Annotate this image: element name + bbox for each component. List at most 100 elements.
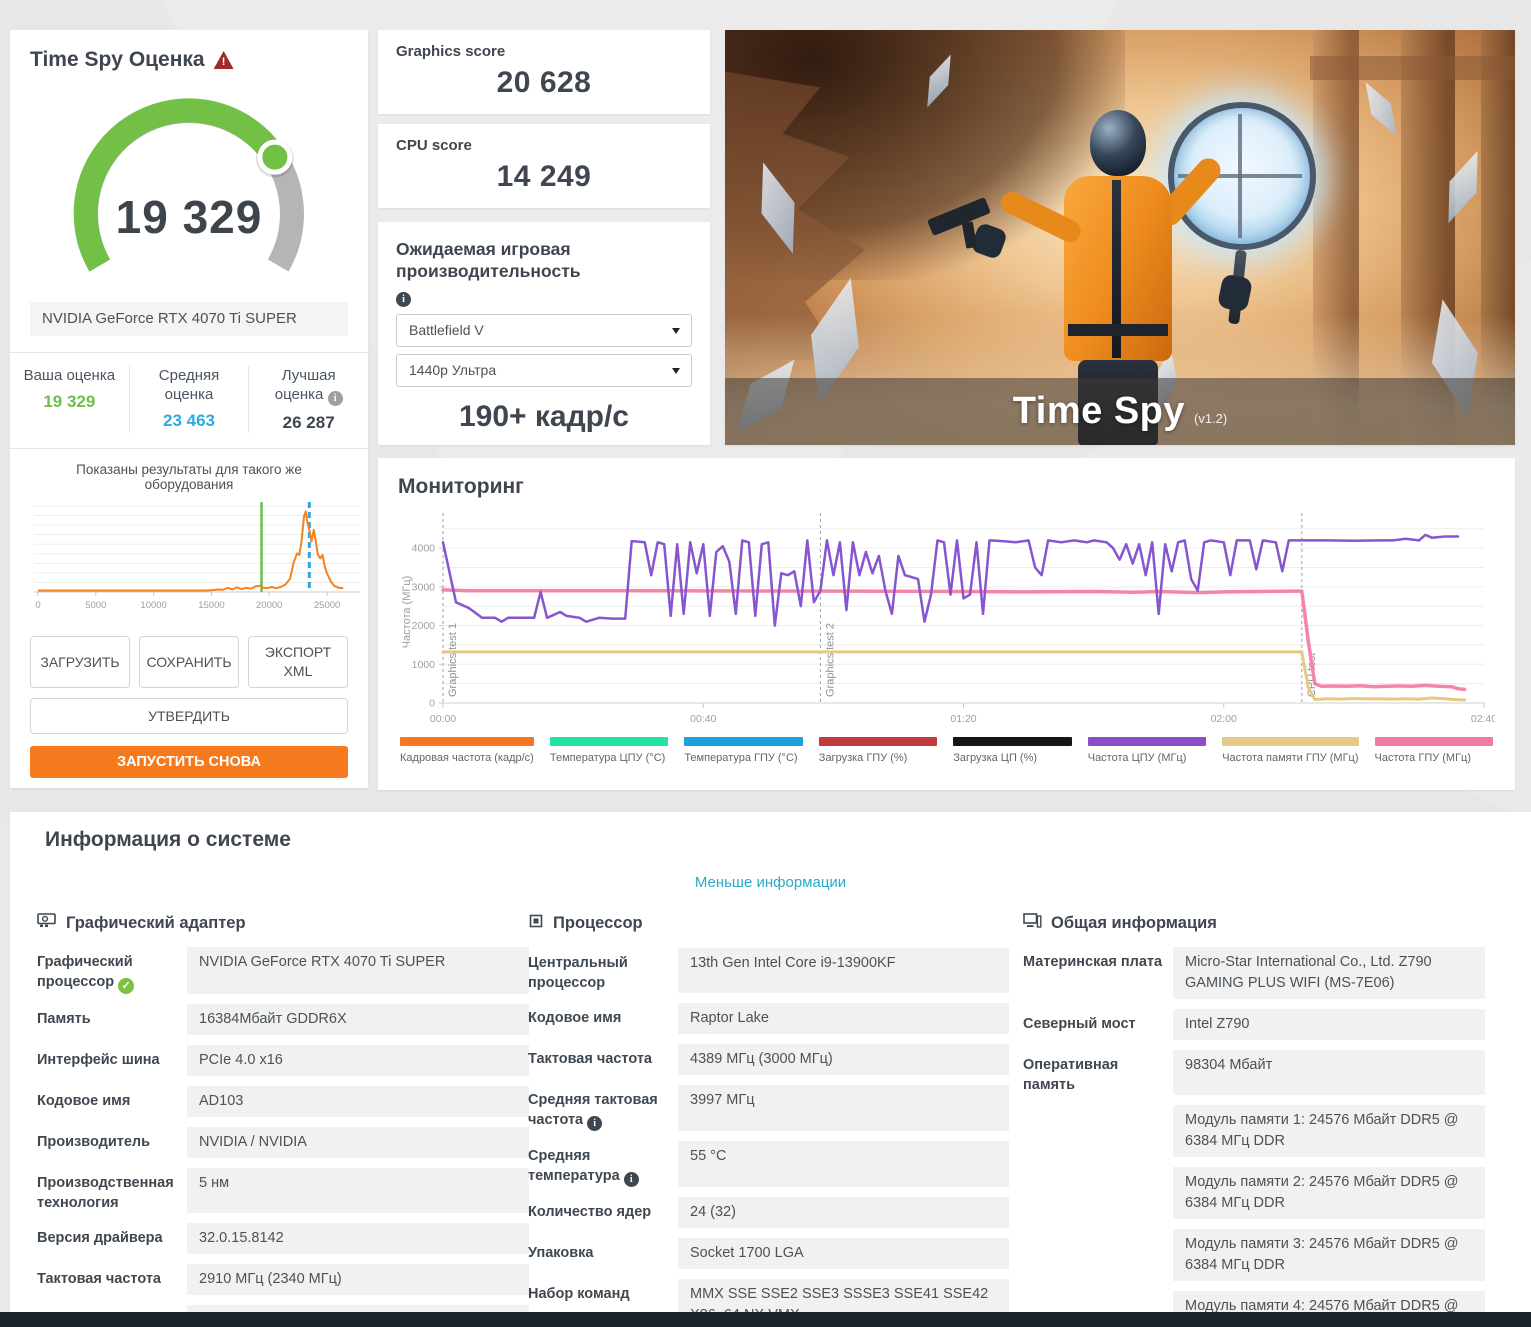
- stat-value: 26 287: [282, 413, 335, 432]
- legend-item[interactable]: Частота ГПУ (МГц): [1374, 737, 1493, 764]
- graphics-score-value: 20 628: [496, 66, 592, 99]
- svg-text:00:40: 00:40: [690, 713, 716, 725]
- sys-section-header: Общая информация: [1023, 913, 1485, 933]
- expected-performance-card: Ожидаемая игровая производительность i B…: [378, 222, 710, 445]
- confirm-button[interactable]: УТВЕРДИТЬ: [30, 698, 348, 734]
- table-row: Количество ядер 24 (32): [528, 1197, 1009, 1228]
- sys-row-value: 16384Мбайт GDDR6X: [187, 1004, 529, 1035]
- legend-item[interactable]: Температура ЦПУ (°C): [549, 737, 669, 764]
- sys-row-label: Оперативная память: [1023, 1057, 1119, 1093]
- load-button[interactable]: ЗАГРУЗИТЬ: [30, 636, 130, 688]
- sys-row-label: Средняя тактовая частота i: [528, 1092, 658, 1131]
- warning-icon[interactable]: !: [213, 51, 234, 69]
- cpu-score-label: CPU score: [396, 137, 472, 154]
- character-strap: [1112, 180, 1121, 358]
- table-row: Средняя тактовая частота i 3997 МГц: [528, 1085, 1009, 1131]
- sys-row-label: Количество ядер: [528, 1204, 652, 1220]
- score-gauge-arc: [73, 98, 304, 272]
- svg-text:20000: 20000: [256, 600, 282, 611]
- stat-label: Ваша оценка: [23, 367, 116, 384]
- sys-row-label: [1023, 1167, 1173, 1219]
- legend-item[interactable]: Частота ЦПУ (МГц): [1087, 737, 1207, 764]
- legend-item[interactable]: Кадровая частота (кадр/с): [400, 737, 534, 764]
- character-glove: [1216, 273, 1254, 313]
- cpu-score-card: CPU score 14 249: [378, 124, 710, 208]
- gpu-icon: [37, 913, 57, 933]
- sys-row-value: NVIDIA / NVIDIA: [187, 1127, 529, 1158]
- cpu-icon: [528, 913, 544, 934]
- run-again-button[interactable]: ЗАПУСТИТЬ СНОВА: [30, 746, 348, 778]
- game-select-value: Battlefield V: [409, 322, 484, 338]
- sys-row-label: Материнская плата: [1023, 954, 1163, 970]
- info-icon[interactable]: i: [587, 1116, 603, 1131]
- table-row: Тактовая частота 4389 МГц (3000 МГц): [528, 1044, 1009, 1075]
- table-row: Память 16384Мбайт GDDR6X: [37, 1004, 529, 1035]
- table-row: Производственная технология 5 нм: [37, 1168, 529, 1213]
- stat-item: Лучшая оценка i 26 287: [248, 366, 368, 433]
- legend-item[interactable]: Загрузка ГПУ (%): [818, 737, 938, 764]
- legend-label: Частота ГПУ (МГц): [1374, 752, 1472, 764]
- graphics-score-card: Graphics score 20 628: [378, 30, 710, 114]
- svg-text:25000: 25000: [314, 600, 340, 611]
- svg-text:Graphics test 2: Graphics test 2: [824, 623, 836, 697]
- svg-text:00:00: 00:00: [430, 713, 456, 725]
- sys-section-title: Общая информация: [1051, 913, 1217, 932]
- sys-row-label: Тактовая частота: [37, 1271, 161, 1287]
- stat-value: 19 329: [43, 392, 96, 411]
- table-row: Тактовая частота 2910 МГц (2340 МГц): [37, 1264, 529, 1295]
- svg-text:3000: 3000: [412, 581, 436, 593]
- legend-label: Температура ЦПУ (°C): [549, 752, 666, 764]
- sys-row-label: Центральный процессор: [528, 955, 628, 991]
- score-stats: Ваша оценка 19 329 Средняя оценка 23 463 Луч…: [10, 352, 368, 449]
- sys-row-label: Средняя температура i: [528, 1141, 678, 1187]
- table-row: Средняя температура i 55 °C: [528, 1141, 1009, 1187]
- monitoring-panel: Мониторинг 0 1000 2000 3000 4000 00:00 00:40 01…: [378, 458, 1515, 790]
- expected-performance-info: i: [396, 287, 692, 307]
- preset-select-value: 1440p Ультра: [409, 362, 497, 378]
- sys-row-value: 2910 МГц (2340 МГц): [187, 1264, 529, 1295]
- legend-label: Температура ГПУ (°C): [684, 752, 798, 764]
- legend-swatch: [684, 737, 803, 746]
- table-row: Материнская плата Micro-Star Internationa…: [1023, 947, 1485, 999]
- save-button[interactable]: СОХРАНИТЬ: [139, 636, 239, 688]
- svg-text:15000: 15000: [198, 600, 224, 611]
- sys-row-value: Модуль памяти 2: 24576 Мбайт DDR5 @ 6384…: [1173, 1167, 1485, 1219]
- less-info-link[interactable]: Меньше информации: [694, 874, 847, 891]
- character-belt: [1068, 324, 1168, 336]
- sys-row-value: 32.0.15.8142: [187, 1223, 529, 1254]
- export-xml-button[interactable]: ЭКСПОРТ XML: [248, 636, 348, 688]
- hero-title-band: Time Spy (v1.2): [725, 378, 1515, 445]
- sys-row-label: Упаковка: [528, 1245, 594, 1261]
- svg-text:0: 0: [429, 698, 435, 710]
- sys-row-value: AD103: [187, 1086, 529, 1117]
- cpu-score-value: 14 249: [496, 160, 592, 193]
- sys-row-value: 13th Gen Intel Core i9-13900KF: [678, 948, 1009, 993]
- legend-item[interactable]: Температура ГПУ (°C): [684, 737, 803, 764]
- score-panel-title: Time Spy Оценка !: [30, 48, 348, 72]
- system-info-columns: Графический адаптер Графический процессор…: [10, 913, 1531, 1319]
- info-icon[interactable]: i: [396, 292, 411, 307]
- sys-row-label: [1023, 1105, 1173, 1157]
- legend-swatch: [818, 737, 938, 746]
- legend-label: Частота памяти ГПУ (МГц): [1222, 752, 1359, 764]
- score-panel-title-text: Time Spy Оценка: [30, 48, 205, 71]
- sys-row-value: Модуль памяти 1: 24576 Мбайт DDR5 @ 6384…: [1173, 1105, 1485, 1157]
- sys-row-label: Интерфейс шина: [37, 1052, 160, 1068]
- preset-select[interactable]: 1440p Ультра: [396, 354, 692, 387]
- legend-item[interactable]: Загрузка ЦП (%): [953, 737, 1072, 764]
- expected-fps: 190+ кадр/с: [459, 400, 629, 433]
- monitoring-title: Мониторинг: [398, 475, 524, 498]
- info-icon[interactable]: i: [623, 1172, 639, 1187]
- legend-label: Загрузка ЦП (%): [953, 752, 1038, 764]
- svg-text:2000: 2000: [412, 620, 436, 632]
- chevron-down-icon: [672, 368, 680, 374]
- table-row: Упаковка Socket 1700 LGA: [528, 1238, 1009, 1269]
- legend-item[interactable]: Частота памяти ГПУ (МГц): [1222, 737, 1359, 764]
- legend-swatch: [549, 737, 669, 746]
- table-row: Модуль памяти 2: 24576 Мбайт DDR5 @ 6384…: [1023, 1167, 1485, 1219]
- sys-section-title: Графический адаптер: [66, 913, 246, 932]
- info-icon[interactable]: i: [327, 391, 343, 406]
- hero-banner: Time Spy (v1.2): [725, 30, 1515, 445]
- stat-item: Ваша оценка 19 329: [10, 366, 129, 433]
- game-select[interactable]: Battlefield V: [396, 314, 692, 347]
